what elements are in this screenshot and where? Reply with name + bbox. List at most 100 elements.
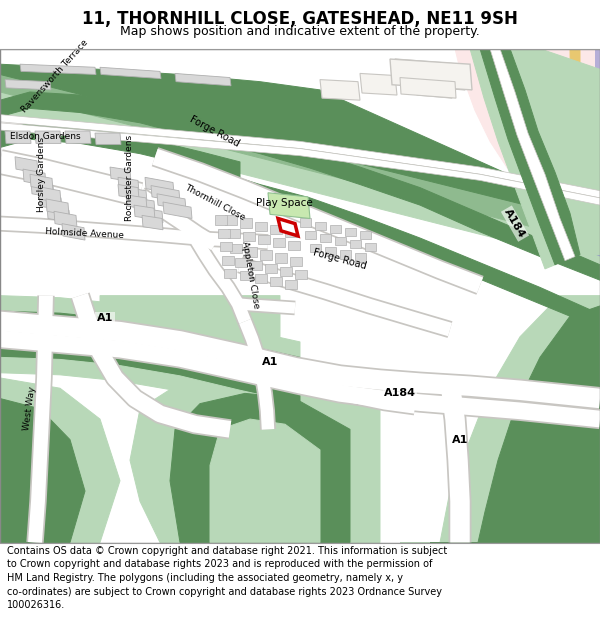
Polygon shape (39, 194, 62, 210)
Polygon shape (218, 229, 230, 238)
Polygon shape (163, 202, 192, 219)
Polygon shape (258, 235, 270, 244)
Polygon shape (400, 78, 456, 98)
Text: Horsley Gardens: Horsley Gardens (37, 137, 47, 212)
Polygon shape (510, 49, 600, 254)
Polygon shape (243, 232, 255, 241)
Polygon shape (222, 256, 234, 265)
Polygon shape (0, 296, 300, 358)
Polygon shape (455, 49, 600, 254)
Polygon shape (170, 393, 350, 542)
Polygon shape (0, 357, 300, 419)
Polygon shape (300, 219, 311, 227)
Polygon shape (325, 248, 336, 256)
Polygon shape (126, 195, 147, 209)
Text: Holmside Avenue: Holmside Avenue (46, 228, 125, 241)
Text: Forge Road: Forge Road (188, 114, 242, 148)
Polygon shape (400, 296, 600, 542)
Polygon shape (270, 277, 282, 286)
Polygon shape (395, 59, 465, 90)
Polygon shape (65, 131, 91, 143)
Polygon shape (30, 174, 53, 191)
Polygon shape (31, 181, 54, 198)
Polygon shape (0, 92, 600, 280)
Polygon shape (118, 184, 139, 199)
Polygon shape (0, 378, 120, 542)
Polygon shape (360, 231, 371, 239)
Polygon shape (134, 205, 155, 219)
Text: A184: A184 (503, 208, 527, 240)
Polygon shape (480, 49, 565, 265)
Polygon shape (100, 68, 161, 79)
Polygon shape (228, 229, 240, 238)
Polygon shape (295, 270, 307, 279)
Polygon shape (130, 372, 380, 542)
Text: Play Space: Play Space (256, 198, 313, 208)
Polygon shape (210, 419, 320, 542)
Polygon shape (20, 64, 96, 74)
Text: Elsdon Gardens: Elsdon Gardens (10, 132, 80, 141)
Polygon shape (320, 234, 331, 242)
Polygon shape (0, 64, 600, 224)
Polygon shape (5, 131, 31, 143)
Text: A184: A184 (384, 388, 416, 398)
Text: A1: A1 (262, 357, 278, 367)
Polygon shape (38, 187, 61, 203)
Polygon shape (235, 258, 247, 267)
Polygon shape (500, 49, 580, 256)
Polygon shape (360, 73, 397, 95)
Polygon shape (100, 296, 280, 342)
Polygon shape (273, 238, 285, 248)
Text: Ravensworth Terrace: Ravensworth Terrace (20, 38, 90, 115)
Polygon shape (240, 178, 600, 329)
Polygon shape (110, 167, 131, 181)
Polygon shape (35, 131, 61, 143)
Polygon shape (390, 59, 472, 90)
Polygon shape (470, 49, 555, 269)
Polygon shape (245, 248, 257, 256)
Polygon shape (315, 221, 326, 230)
Polygon shape (224, 269, 236, 278)
Polygon shape (580, 49, 600, 256)
Polygon shape (275, 254, 287, 262)
Text: Map shows position and indicative extent of the property.: Map shows position and indicative extent… (120, 25, 480, 38)
Polygon shape (285, 228, 297, 237)
Polygon shape (270, 224, 282, 234)
Polygon shape (220, 242, 232, 251)
Polygon shape (225, 216, 237, 224)
Polygon shape (0, 399, 85, 542)
Polygon shape (265, 264, 277, 273)
Polygon shape (268, 192, 310, 219)
Text: Forge Road: Forge Road (312, 248, 368, 271)
Text: A1: A1 (97, 313, 113, 323)
Polygon shape (565, 49, 580, 213)
Polygon shape (54, 211, 77, 227)
Polygon shape (0, 122, 600, 205)
Text: Appleton Close: Appleton Close (239, 241, 260, 309)
Polygon shape (142, 208, 163, 222)
Polygon shape (340, 251, 351, 259)
Polygon shape (335, 237, 346, 245)
Polygon shape (490, 49, 575, 261)
Polygon shape (330, 224, 341, 233)
Polygon shape (255, 221, 267, 231)
Text: Thornhill Close: Thornhill Close (183, 183, 247, 222)
Polygon shape (134, 198, 155, 212)
Polygon shape (145, 177, 174, 194)
Polygon shape (285, 280, 297, 289)
Polygon shape (157, 194, 186, 210)
Polygon shape (305, 231, 316, 239)
Polygon shape (240, 271, 252, 280)
Polygon shape (0, 69, 600, 244)
Polygon shape (0, 311, 300, 372)
Polygon shape (255, 274, 267, 283)
Polygon shape (260, 251, 272, 259)
Text: Rochester Gardens: Rochester Gardens (125, 135, 134, 221)
Polygon shape (365, 243, 376, 251)
Polygon shape (250, 261, 262, 270)
Polygon shape (310, 244, 321, 252)
Polygon shape (47, 206, 70, 222)
Polygon shape (62, 224, 85, 240)
Polygon shape (280, 267, 292, 276)
Polygon shape (175, 73, 231, 86)
